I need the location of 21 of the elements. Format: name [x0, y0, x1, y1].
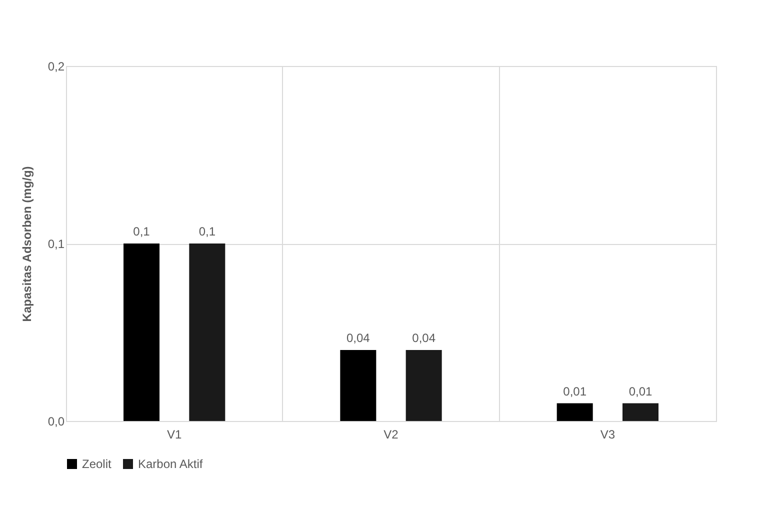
data-label: 0,1 [133, 224, 150, 238]
legend-label: Karbon Aktif [138, 457, 204, 471]
x-tick-label: V1 [166, 428, 182, 442]
data-label: 0,04 [412, 331, 436, 345]
y-axis-title: Kapasitas Adsorben (mg/g) [20, 166, 34, 322]
x-tick-label: V3 [600, 428, 616, 442]
x-tick-label: V2 [384, 428, 399, 442]
data-label: 0,01 [563, 384, 587, 398]
legend-label: Zeolit [82, 457, 112, 471]
bar [556, 403, 593, 421]
bar [124, 244, 160, 421]
y-tick-label: 0,1 [48, 237, 65, 251]
bar [622, 403, 658, 421]
bar [406, 350, 442, 421]
data-label: 0,1 [198, 224, 216, 238]
data-label: 0,04 [346, 331, 370, 345]
data-label: 0,01 [628, 384, 652, 398]
bar [189, 244, 226, 421]
y-tick-label: 0,0 [48, 414, 65, 428]
bar [340, 350, 376, 421]
y-tick-label: 0,2 [48, 60, 65, 74]
